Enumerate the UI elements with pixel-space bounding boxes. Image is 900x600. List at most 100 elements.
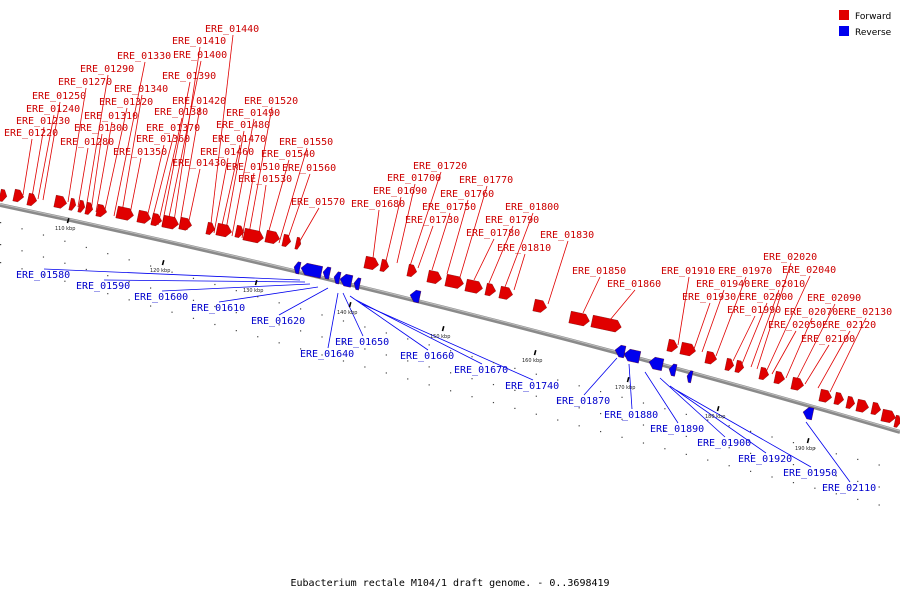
forward-gene-arrow xyxy=(242,227,264,244)
gene-label-forward: ERE_01360 xyxy=(136,134,190,145)
scale-dot xyxy=(128,281,130,283)
gene-label-forward: ERE_01240 xyxy=(26,104,80,115)
gene-label-forward: ERE_01330 xyxy=(117,51,171,62)
leader-line-forward xyxy=(771,330,797,375)
scale-dot xyxy=(750,470,752,472)
forward-gene-arrow xyxy=(215,222,232,238)
leader-line-forward xyxy=(247,106,273,240)
scale-dot xyxy=(150,305,152,307)
forward-gene-arrow xyxy=(205,221,216,235)
scale-dot xyxy=(235,290,237,292)
leader-line-forward xyxy=(157,117,183,226)
gene-label-reverse: ERE_01660 xyxy=(400,351,454,362)
gene-label-forward: ERE_01560 xyxy=(282,163,336,174)
scale-dot xyxy=(450,350,452,352)
scale-dot xyxy=(21,250,23,252)
gene-label-forward: ERE_01830 xyxy=(540,230,594,241)
gene-label-forward: ERE_01460 xyxy=(200,147,254,158)
scale-dot xyxy=(214,283,216,286)
scale-dot xyxy=(707,441,709,443)
scale-dot xyxy=(407,338,409,340)
gene-label-forward: ERE_01300 xyxy=(74,123,128,134)
leader-line-forward xyxy=(150,133,175,225)
scale-dot xyxy=(642,402,645,404)
leader-line-reverse xyxy=(349,295,429,351)
gene-label-reverse: ERE_01640 xyxy=(300,349,354,360)
leader-line-reverse xyxy=(218,286,319,303)
leader-line-forward xyxy=(166,60,202,228)
gene-label-forward: ERE_01850 xyxy=(572,266,626,277)
gene-label-forward: ERE_01320 xyxy=(99,97,153,108)
gene-label-forward: ERE_01930 xyxy=(682,292,736,303)
gene-label-reverse: ERE_01950 xyxy=(783,468,837,479)
scale-dot xyxy=(492,383,495,386)
reverse-gene-arrow xyxy=(293,261,302,275)
scale-dot xyxy=(385,354,387,356)
scale-dot xyxy=(557,419,559,421)
gene-label-reverse: ERE_01620 xyxy=(251,316,305,327)
reverse-gene-arrow xyxy=(802,407,815,421)
scale-dot xyxy=(192,277,195,279)
scale-dot xyxy=(878,464,880,466)
gene-label-forward: ERE_01470 xyxy=(212,134,266,145)
scale-dot xyxy=(235,312,237,314)
scale-dot xyxy=(857,458,859,461)
gene-label-forward: ERE_02120 xyxy=(822,320,876,331)
leader-line-forward xyxy=(732,315,756,362)
gene-label-reverse: ERE_01880 xyxy=(604,410,658,421)
leader-line-forward xyxy=(31,126,45,198)
forward-gene-arrow xyxy=(161,214,179,230)
gene-label-forward: ERE_02020 xyxy=(763,252,817,263)
forward-gene-arrow xyxy=(406,263,417,277)
forward-gene-arrow xyxy=(498,285,513,300)
gene-label-forward: ERE_02000 xyxy=(739,292,793,303)
reverse-gene-arrow xyxy=(409,290,422,304)
leader-line-forward xyxy=(241,172,255,239)
scale-dot xyxy=(707,419,709,421)
leader-line-forward xyxy=(128,157,142,220)
scale-dot xyxy=(278,302,280,304)
gene-label-forward: ERE_01550 xyxy=(279,137,333,148)
scale-tick-label: 130 kbp xyxy=(243,288,263,294)
scale-dot xyxy=(42,234,45,236)
leader-line-forward xyxy=(77,147,89,208)
leader-line-forward xyxy=(504,212,534,288)
scale-dot xyxy=(857,480,859,483)
leader-line-forward xyxy=(547,240,569,305)
gene-label-forward: ERE_02040 xyxy=(782,265,836,276)
scale-dot xyxy=(535,413,537,415)
leader-line-forward xyxy=(296,207,320,247)
scale-dot xyxy=(492,361,495,364)
scale-dot xyxy=(0,244,2,246)
legend-forward-swatch xyxy=(839,10,849,20)
gene-label-reverse: ERE_01600 xyxy=(134,292,188,303)
forward-gene-arrow xyxy=(363,255,379,270)
scale-dot xyxy=(107,253,109,255)
gene-label-forward: ERE_02010 xyxy=(751,279,805,290)
scale-dot xyxy=(792,464,795,466)
leader-line-forward xyxy=(396,183,416,264)
gene-label-forward: ERE_01720 xyxy=(413,161,467,172)
scale-dot xyxy=(85,286,87,289)
forward-gene-arrow xyxy=(234,224,245,238)
scale-dot xyxy=(364,366,366,368)
forward-gene-arrow xyxy=(136,209,151,224)
leader-line-forward xyxy=(829,317,867,393)
leader-line-reverse xyxy=(628,363,633,410)
forward-gene-arrow xyxy=(818,388,832,403)
forward-gene-arrow xyxy=(855,398,869,413)
scale-dot xyxy=(278,324,280,326)
gene-label-forward: ERE_02130 xyxy=(838,307,892,318)
scale-tick-mark xyxy=(533,350,537,356)
gene-label-forward: ERE_01480 xyxy=(216,120,270,131)
scale-dot xyxy=(685,413,687,416)
reverse-gene-arrow xyxy=(322,266,332,280)
gene-label-forward: ERE_01540 xyxy=(261,149,315,160)
leader-line-forward xyxy=(161,81,191,227)
leader-line-forward xyxy=(417,225,434,269)
scale-dot xyxy=(878,486,880,488)
scale-dot xyxy=(492,401,495,404)
scale-dot xyxy=(107,275,109,277)
forward-gene-arrow xyxy=(532,298,547,313)
scale-dot xyxy=(428,366,430,368)
